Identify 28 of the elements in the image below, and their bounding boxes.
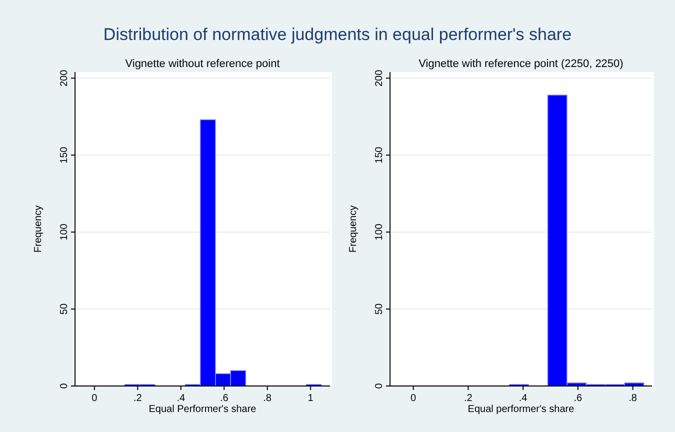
x-axis-title: Equal performer's share: [468, 404, 575, 415]
y-tick-label: 100: [59, 223, 70, 240]
y-tick-label: 200: [59, 69, 70, 86]
x-tick-label: .6: [220, 393, 229, 404]
x-tick-label: .2: [464, 393, 473, 404]
x-tick-label: .4: [176, 393, 186, 404]
y-tick-label: 100: [374, 223, 385, 240]
y-tick-label: 150: [374, 146, 385, 164]
y-tick-label: 0: [374, 382, 385, 389]
y-axis-title: Frequency: [33, 205, 44, 253]
x-tick-label: .8: [263, 393, 272, 404]
x-tick-label: 0: [92, 393, 98, 404]
x-tick-label: 1: [308, 393, 314, 404]
y-tick-label: 0: [59, 382, 70, 389]
y-axis-title: Frequency: [348, 205, 359, 253]
chart-subtitle: Vignette without reference point: [125, 58, 280, 70]
x-tick-label: .6: [574, 393, 583, 404]
y-tick-label: 50: [59, 303, 70, 315]
chart-title: Distribution of normative judgments in equal performer's share: [103, 25, 572, 44]
x-tick-label: .2: [134, 393, 142, 404]
chart-subtitle: Vignette with reference point (2250, 2250): [418, 58, 624, 70]
x-tick-label: .4: [518, 393, 528, 404]
x-tick-label: .8: [628, 393, 638, 404]
x-tick-label: 0: [410, 393, 417, 404]
y-tick-label: 150: [59, 146, 70, 164]
y-tick-label: 50: [374, 303, 385, 315]
x-axis-title: Equal Performer's share: [148, 404, 257, 415]
y-tick-label: 200: [374, 69, 385, 86]
